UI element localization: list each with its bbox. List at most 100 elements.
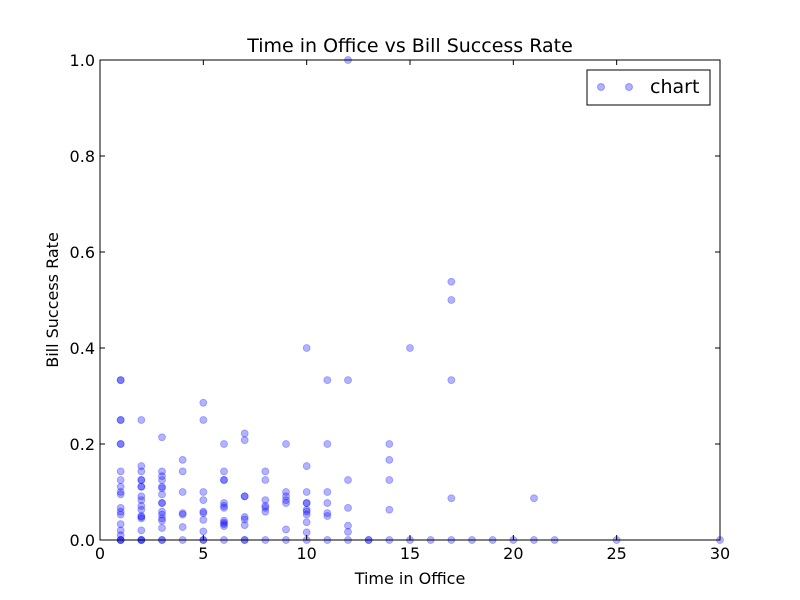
data-point (261, 503, 270, 512)
data-point (116, 526, 125, 535)
data-point (116, 376, 125, 385)
data-point (137, 482, 146, 491)
data-point (302, 528, 311, 537)
data-point (137, 416, 146, 424)
data-point (137, 467, 146, 476)
data-point (385, 505, 394, 514)
data-point (302, 518, 311, 527)
data-point (220, 520, 228, 529)
data-point (158, 472, 166, 481)
data-point (344, 527, 352, 536)
data-point (240, 513, 249, 521)
data-points (116, 56, 724, 544)
data-point (178, 467, 187, 476)
data-point (261, 476, 270, 484)
data-point (220, 476, 228, 484)
data-point (137, 476, 146, 484)
data-point (116, 490, 125, 499)
data-point (199, 507, 208, 516)
data-point (137, 476, 146, 484)
data-point (116, 476, 125, 484)
data-point (406, 344, 414, 352)
data-point (158, 482, 166, 491)
data-point (116, 507, 125, 516)
data-point (220, 516, 228, 525)
data-point (158, 510, 166, 519)
data-point (220, 503, 228, 512)
data-point (344, 376, 352, 385)
data-point (282, 499, 290, 507)
data-point (116, 416, 125, 424)
data-point (344, 476, 352, 484)
data-point (302, 499, 311, 507)
data-point (137, 512, 146, 520)
data-point (178, 510, 187, 519)
data-point (282, 440, 290, 448)
data-point (447, 296, 456, 304)
data-point (323, 499, 332, 507)
data-point (158, 524, 166, 532)
legend-marker (625, 83, 633, 91)
x-tick-label: 10 (296, 544, 316, 563)
data-point (158, 499, 166, 507)
data-point (137, 462, 146, 470)
data-point (261, 507, 270, 516)
data-point (282, 496, 290, 505)
data-point (158, 484, 166, 493)
data-point (240, 429, 249, 438)
data-point (116, 531, 125, 540)
data-point (199, 488, 208, 496)
data-point (282, 525, 290, 534)
data-point (323, 509, 332, 518)
data-point (220, 502, 228, 510)
data-point (116, 520, 125, 529)
data-point (137, 514, 146, 523)
data-point (302, 344, 311, 352)
x-tick-label: 5 (198, 544, 208, 563)
data-point (158, 467, 166, 476)
data-point (158, 514, 166, 523)
y-tick-label: 0.2 (70, 435, 95, 454)
data-point (116, 488, 125, 496)
data-point (220, 467, 228, 476)
data-point (323, 376, 332, 385)
data-point (158, 476, 166, 484)
data-point (178, 455, 187, 464)
data-point (220, 476, 228, 484)
data-point (385, 440, 394, 448)
data-point (240, 521, 249, 530)
data-point (323, 488, 332, 496)
chart-title: Time in Office vs Bill Success Rate (246, 35, 573, 57)
data-point (158, 433, 166, 442)
data-point (199, 398, 208, 407)
data-point (282, 488, 290, 496)
x-tick-label: 30 (710, 544, 730, 563)
x-axis-title: Time in Office (354, 569, 466, 588)
data-point (158, 507, 166, 516)
data-point (530, 494, 538, 503)
data-point (302, 510, 311, 519)
legend: chart (586, 69, 711, 106)
data-point (385, 476, 394, 484)
data-point (199, 527, 208, 536)
data-point (158, 490, 166, 499)
y-tick-label: 0.4 (70, 339, 95, 358)
axis-ticks: 0 5 10 15 20 25 30 0.0 0.2 0.4 0.6 0.8 1.0 (70, 51, 731, 563)
data-point (240, 436, 249, 445)
data-point (116, 440, 125, 448)
data-point (302, 507, 311, 516)
data-point (302, 499, 311, 507)
data-point (447, 277, 456, 286)
data-point (261, 467, 270, 476)
data-point (323, 440, 332, 448)
y-tick-label: 0.0 (70, 531, 95, 550)
legend-marker (597, 83, 605, 91)
data-point (116, 510, 125, 519)
data-point (137, 492, 146, 501)
data-point (261, 496, 270, 505)
data-point (199, 509, 208, 518)
data-point (158, 499, 166, 507)
data-point (323, 512, 332, 520)
